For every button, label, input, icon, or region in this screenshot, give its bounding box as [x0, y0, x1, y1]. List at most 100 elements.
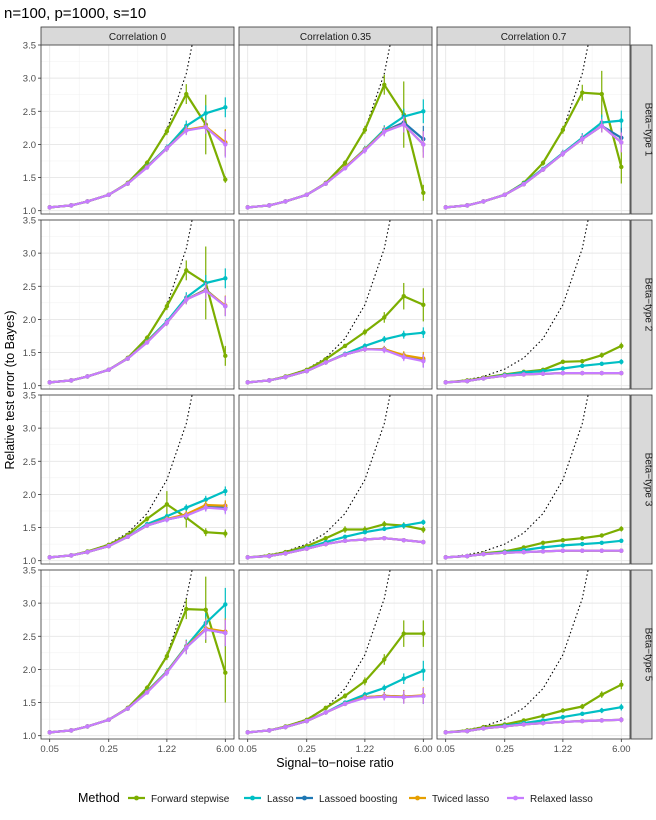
data-point	[540, 160, 546, 166]
panel-border	[436, 394, 631, 565]
facet-panel	[238, 219, 433, 390]
data-point	[619, 118, 624, 123]
panel-background	[41, 395, 234, 564]
data-point	[283, 199, 288, 204]
data-point	[619, 164, 624, 170]
panel-background	[437, 395, 630, 564]
legend-entry: Lassoed boosting	[296, 794, 397, 805]
data-point	[443, 380, 448, 385]
facet-header-label: Correlation 0	[109, 32, 167, 43]
legend-entry: Relaxed lasso	[507, 794, 593, 805]
data-point	[481, 551, 486, 557]
data-point	[560, 548, 566, 553]
data-point	[382, 522, 387, 527]
data-point	[619, 704, 624, 710]
legend-entry: Forward stepwise	[128, 794, 230, 805]
data-point	[362, 127, 368, 133]
x-tick-label: 0.05	[238, 744, 257, 755]
data-point	[223, 488, 228, 494]
facet-panel: 1.0 1.5 2.0 2.5 3.0 3.5	[23, 391, 235, 567]
data-point	[164, 303, 170, 309]
data-point	[560, 127, 566, 133]
data-point	[85, 724, 90, 729]
data-point	[481, 376, 486, 381]
y-tick-label: 2.0	[23, 140, 36, 151]
legend-key-point	[302, 795, 307, 801]
data-point	[106, 367, 111, 372]
data-point	[144, 690, 150, 695]
data-point	[47, 205, 52, 210]
data-point	[421, 302, 426, 308]
legend-label: Lasso	[267, 794, 294, 805]
data-point	[465, 203, 470, 208]
data-point	[203, 497, 208, 502]
data-point	[599, 370, 604, 376]
panel-grid: Correlation 0 Correlation 0.35 Correlation…	[23, 26, 654, 756]
facet-strip-bg	[630, 394, 653, 565]
data-point	[144, 165, 150, 170]
data-point	[184, 645, 189, 650]
facet-strip-label: Beta−type 1	[643, 103, 654, 157]
data-point	[245, 555, 250, 560]
reference-line	[445, 220, 589, 383]
data-point	[223, 276, 228, 281]
data-point	[421, 109, 426, 114]
series-relaxed-lasso	[443, 119, 624, 210]
data-point	[125, 706, 130, 711]
data-point	[203, 607, 208, 612]
data-point	[304, 546, 309, 551]
data-point	[245, 205, 250, 210]
series-line	[247, 123, 425, 209]
data-point	[560, 370, 566, 376]
panel-background	[437, 570, 630, 739]
data-point	[580, 90, 585, 95]
data-point	[599, 533, 604, 538]
data-point	[401, 294, 406, 299]
data-point	[560, 151, 566, 156]
data-point	[323, 541, 328, 547]
data-point	[580, 704, 585, 709]
data-point	[540, 713, 546, 719]
panel-background	[41, 570, 234, 739]
data-point	[580, 370, 585, 376]
data-point	[164, 128, 170, 134]
x-tick-label: 0.05	[40, 744, 59, 755]
series-relaxed-lasso	[47, 503, 228, 560]
data-point	[421, 520, 426, 525]
data-point	[521, 722, 526, 727]
facet-panel: 1.0 1.5 2.0 2.5 3.0 3.5 0.05 0.25 1.22 6.00	[23, 566, 235, 756]
data-point	[164, 502, 170, 507]
data-point	[560, 543, 566, 548]
panel-plot-area	[47, 570, 228, 735]
data-point	[382, 694, 387, 699]
facet-panel	[238, 394, 433, 565]
x-tick-label: 6.00	[216, 744, 235, 755]
legend-key-point	[415, 795, 420, 801]
legend-entry: Lasso	[244, 794, 294, 805]
data-point	[164, 146, 170, 151]
data-point	[599, 708, 604, 713]
data-point	[382, 685, 387, 691]
y-tick-label: 1.0	[23, 731, 36, 742]
data-point	[599, 353, 604, 358]
series-relaxed-lasso	[47, 282, 228, 385]
data-point	[47, 555, 52, 560]
data-point	[164, 517, 170, 522]
data-point	[323, 360, 328, 365]
data-point	[560, 714, 566, 720]
legend-entry: Twiced lasso	[409, 794, 490, 805]
data-point	[69, 728, 74, 733]
panel-border	[40, 219, 235, 390]
facet-panel: 0.05 0.25 1.22 6.00	[436, 569, 631, 755]
data-point	[203, 288, 208, 294]
data-point	[223, 303, 228, 309]
x-tick-label: 0.25	[297, 744, 316, 755]
y-tick-label: 2.5	[23, 457, 36, 468]
data-point	[203, 111, 208, 116]
data-point	[502, 192, 507, 197]
data-point	[362, 329, 368, 335]
data-point	[184, 606, 189, 612]
data-point	[382, 535, 387, 541]
series-relaxed-lasso	[443, 717, 624, 735]
data-point	[362, 537, 368, 542]
